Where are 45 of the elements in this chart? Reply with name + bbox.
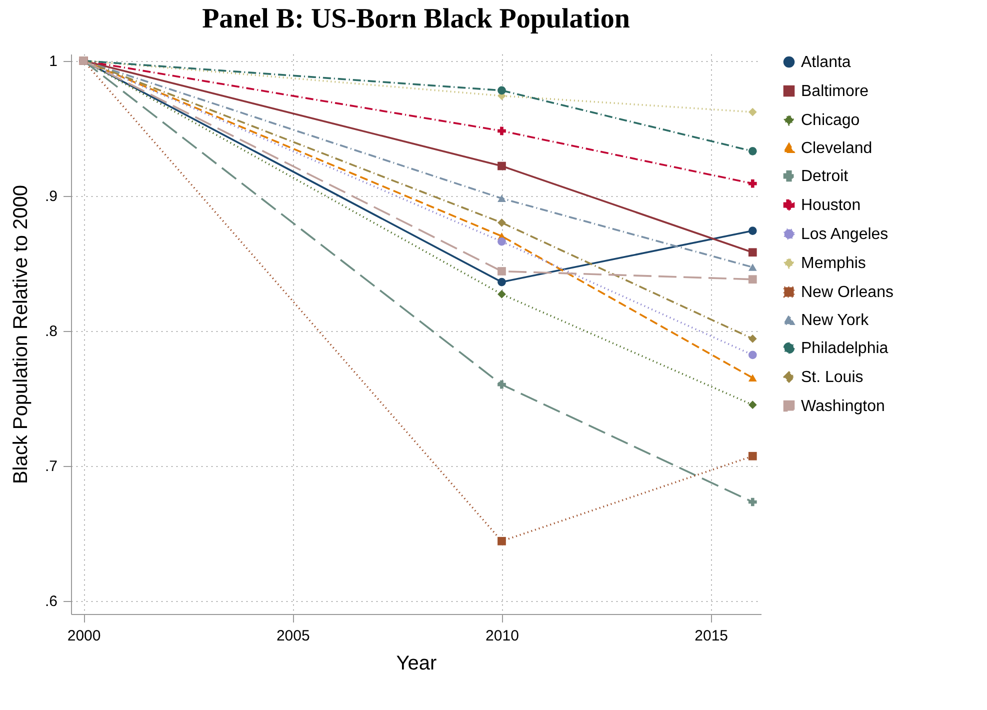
y-tick-label: .6 bbox=[44, 593, 58, 610]
legend-label: Cleveland bbox=[801, 140, 872, 157]
point bbox=[498, 162, 506, 170]
point bbox=[498, 290, 506, 298]
legend-label: New Orleans bbox=[801, 284, 894, 301]
x-tick-label: 2005 bbox=[276, 628, 310, 644]
x-tick-label: 2015 bbox=[694, 628, 728, 644]
x-tick-label: 2010 bbox=[486, 628, 519, 644]
point bbox=[748, 350, 757, 360]
legend-label: Memphis bbox=[801, 255, 866, 272]
point bbox=[498, 86, 506, 95]
point bbox=[498, 278, 506, 286]
point bbox=[498, 126, 506, 136]
legend-label: Los Angeles bbox=[801, 226, 888, 243]
legend-label: Washington bbox=[801, 398, 885, 415]
point bbox=[748, 275, 757, 284]
y-axis-title: Black Population Relative to 2000 bbox=[10, 184, 32, 484]
chart-title: Panel B: US-Born Black Population bbox=[202, 4, 630, 35]
point bbox=[498, 267, 506, 276]
point bbox=[748, 108, 757, 116]
y-tick-label: .7 bbox=[44, 458, 58, 476]
point bbox=[498, 536, 506, 546]
y-tick-label: 1 bbox=[49, 53, 58, 70]
legend-label: Chicago bbox=[801, 112, 860, 129]
y-tick-label: .8 bbox=[44, 323, 58, 340]
point bbox=[498, 380, 506, 389]
x-axis-title: Year bbox=[396, 652, 438, 674]
legend-label: New York bbox=[801, 312, 870, 329]
legend-label: Atlanta bbox=[801, 54, 851, 71]
point bbox=[748, 498, 757, 506]
point bbox=[748, 334, 757, 343]
point bbox=[748, 400, 757, 410]
legend-label: Houston bbox=[801, 197, 861, 214]
x-tick-label: 2000 bbox=[67, 628, 101, 644]
point bbox=[748, 146, 757, 156]
point bbox=[748, 226, 757, 235]
point bbox=[748, 248, 757, 257]
point bbox=[748, 179, 757, 188]
legend-label: Baltimore bbox=[801, 83, 869, 100]
legend-label: St. Louis bbox=[801, 369, 864, 386]
y-tick-label: .9 bbox=[44, 188, 58, 206]
point bbox=[748, 452, 757, 460]
legend-label: Detroit bbox=[801, 168, 849, 185]
legend-label: Philadelphia bbox=[801, 340, 888, 357]
point bbox=[498, 218, 506, 227]
